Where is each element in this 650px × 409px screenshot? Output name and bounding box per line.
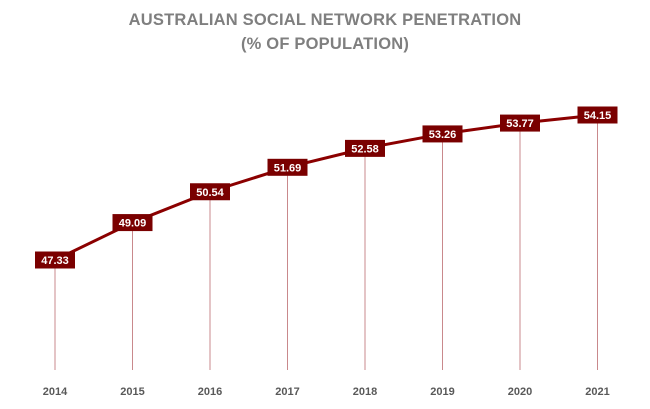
x-tick-label: 2016 <box>198 386 222 398</box>
x-tick-label: 2021 <box>585 386 609 398</box>
x-tick-label: 2015 <box>120 386 144 398</box>
data-labels: 47.33 49.09 50.54 51.69 52.58 53.26 53.77 54.15 <box>35 106 618 269</box>
data-label-text: 49.09 <box>119 218 147 230</box>
series-line <box>53 113 599 262</box>
chart-subtitle: (% OF POPULATION) <box>240 35 410 53</box>
x-tick-label: 2019 <box>430 386 454 398</box>
data-label: 54.15 <box>577 106 618 124</box>
x-tick-label: 2018 <box>353 386 377 398</box>
data-label: 53.26 <box>422 125 463 143</box>
data-label-text: 52.58 <box>351 143 379 155</box>
data-label-text: 51.69 <box>274 162 302 174</box>
data-label-box <box>112 214 153 232</box>
x-axis-ticks: 2014 2015 2016 2017 2018 2019 2020 2021 <box>43 386 610 398</box>
chart-title-block: AUSTRALIAN SOCIAL NETWORK PENETRATION (%… <box>0 8 650 56</box>
x-tick-label: 2017 <box>275 386 299 398</box>
data-label: 52.58 <box>345 139 385 157</box>
data-label: 47.33 <box>35 251 75 269</box>
data-label: 50.54 <box>190 183 230 201</box>
data-label-text: 53.26 <box>429 129 457 141</box>
data-label: 49.09 <box>112 214 153 232</box>
data-label-box <box>345 139 385 157</box>
data-label: 51.69 <box>267 158 308 176</box>
data-label: 53.77 <box>500 114 540 132</box>
data-label-box <box>422 125 463 143</box>
data-label-box <box>267 158 308 176</box>
chart-title: AUSTRALIAN SOCIAL NETWORK PENETRATION <box>128 11 522 29</box>
drop-lines <box>54 115 598 370</box>
data-label-box <box>35 251 75 269</box>
data-label-text: 47.33 <box>41 255 69 267</box>
data-label-text: 50.54 <box>196 187 224 199</box>
data-label-box <box>190 183 230 201</box>
data-label-box <box>500 114 540 132</box>
x-tick-label: 2014 <box>43 386 68 398</box>
x-tick-label: 2020 <box>508 386 532 398</box>
data-label-box <box>577 106 618 124</box>
data-label-text: 53.77 <box>506 118 534 130</box>
data-label-text: 54.15 <box>584 110 612 122</box>
series-line-group <box>53 113 599 262</box>
